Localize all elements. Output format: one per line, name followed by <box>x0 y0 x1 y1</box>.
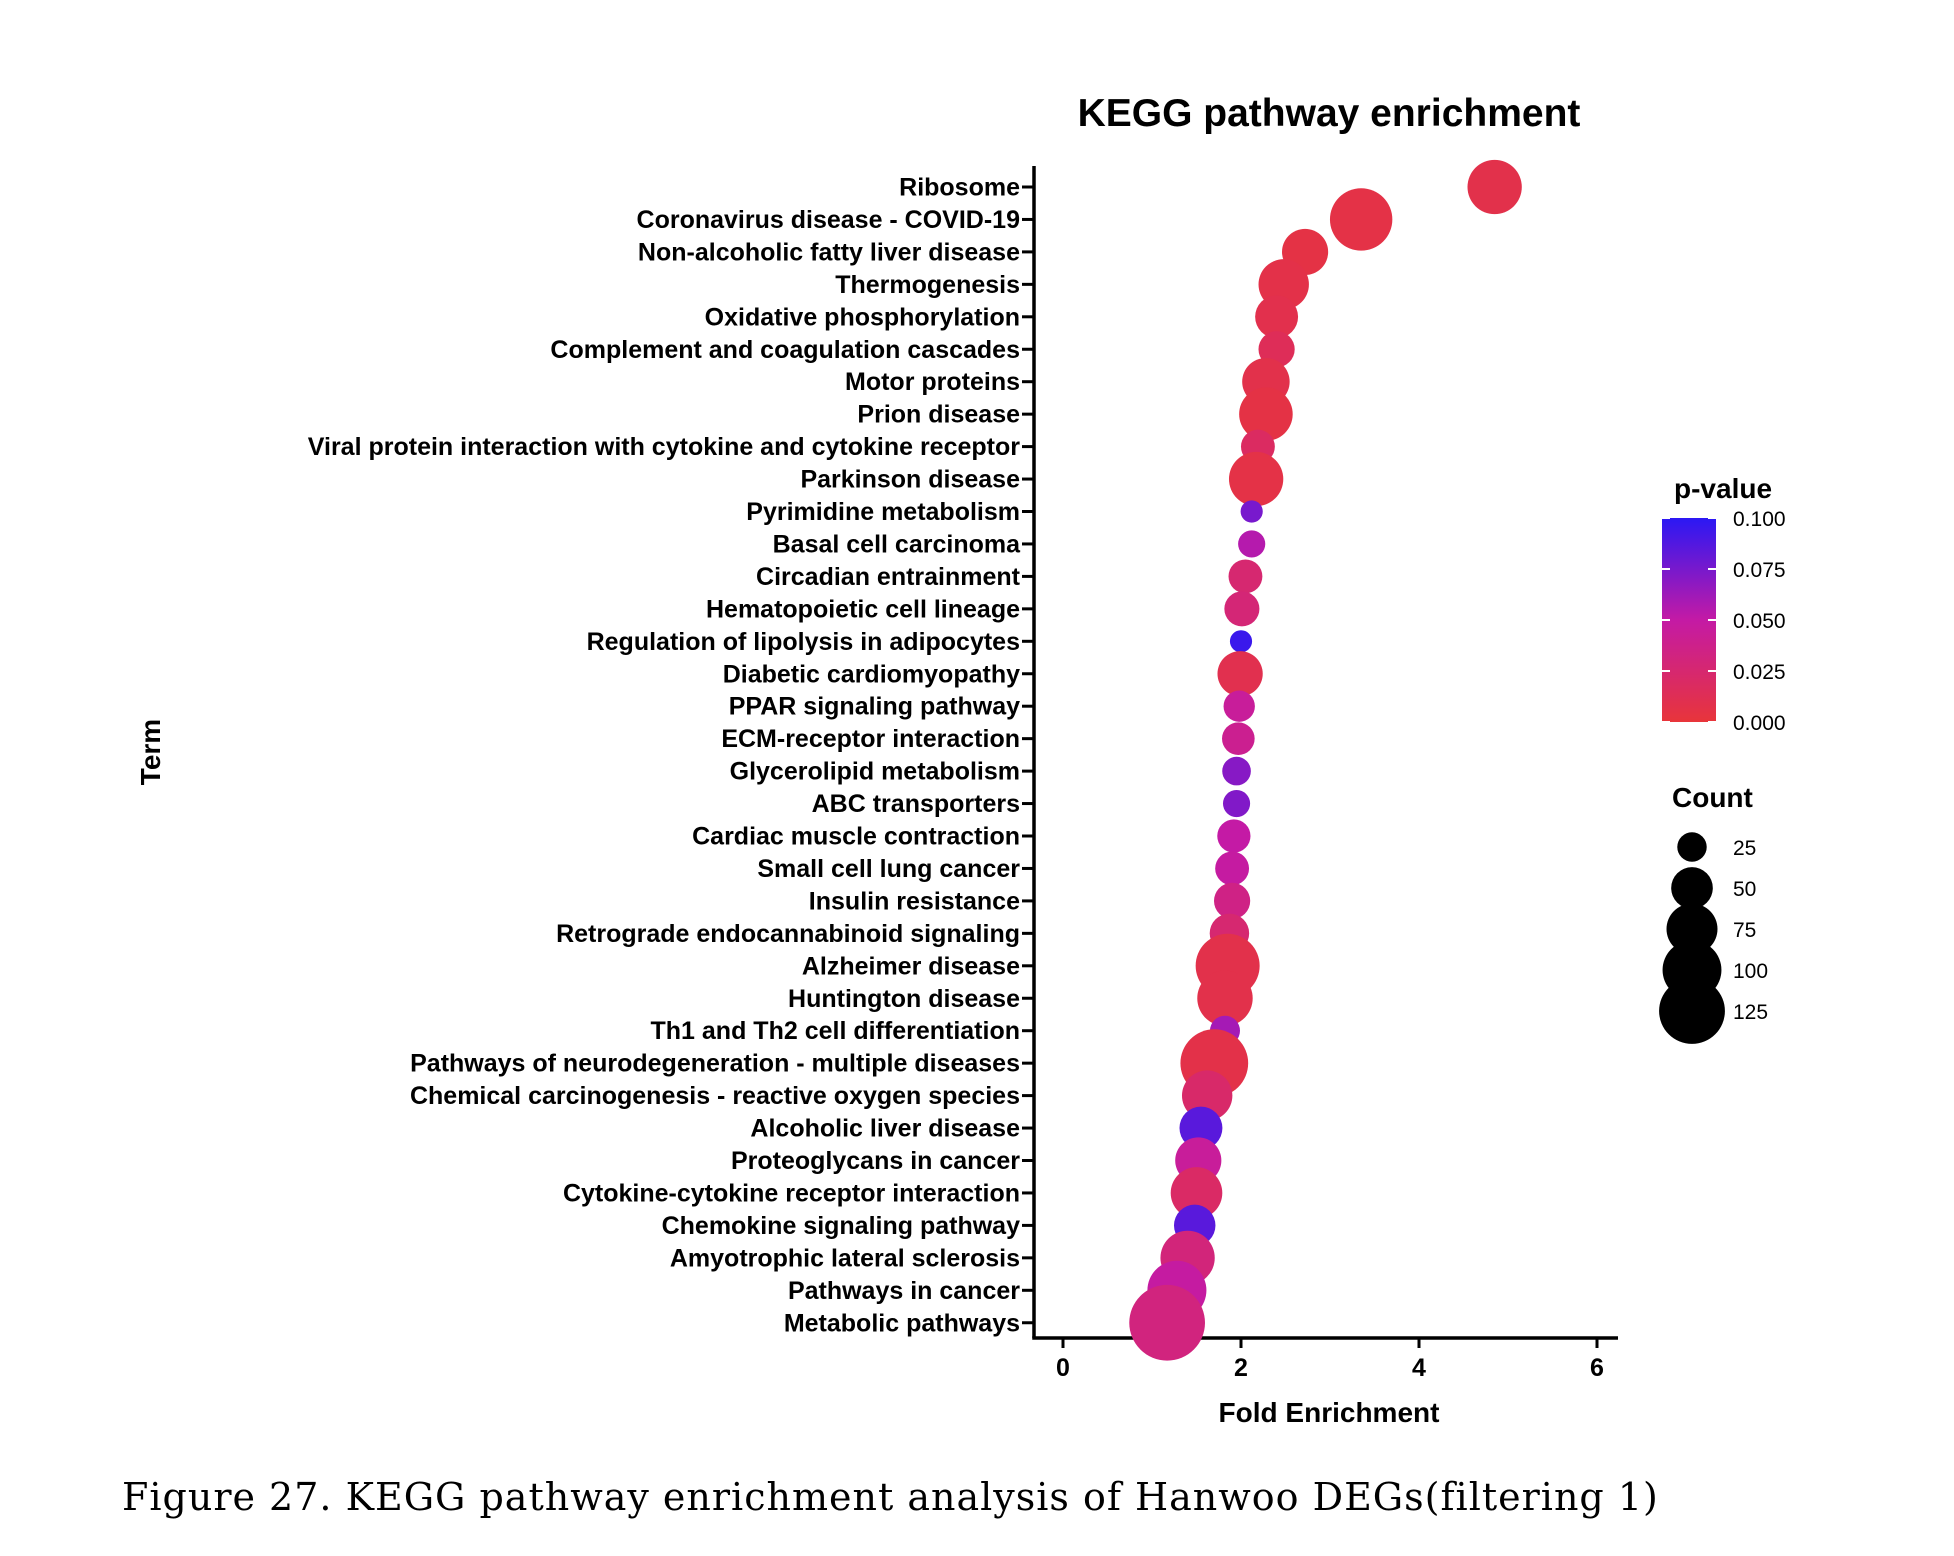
term-label: Oxidative phosphorylation <box>705 303 1020 331</box>
count-legend-dot <box>1666 903 1718 955</box>
term-label: Coronavirus disease - COVID-19 <box>637 206 1020 234</box>
data-point <box>1217 651 1263 697</box>
count-legend-label: 100 <box>1733 960 1768 983</box>
data-point <box>1228 559 1263 594</box>
term-label: Viral protein interaction with cytokine … <box>308 433 1020 461</box>
plot-area: 0 2 4 6 Ribosome Coronavirus disease - COVID-… <box>308 159 1618 1382</box>
count-legend-dot <box>1671 867 1713 909</box>
data-point <box>1239 387 1293 441</box>
y-axis-title: Term <box>135 719 166 785</box>
pvalue-legend-label: 0.100 <box>1733 508 1786 531</box>
count-legend-label: 75 <box>1733 919 1756 942</box>
x-tick-label: 4 <box>1412 1354 1426 1382</box>
term-label: Thermogenesis <box>835 271 1020 299</box>
pvalue-legend-label: 0.000 <box>1733 712 1786 735</box>
term-label: Non-alcoholic fatty liver disease <box>638 238 1020 266</box>
data-point <box>1222 756 1251 786</box>
count-legend-dot <box>1677 832 1707 862</box>
data-point <box>1170 1167 1223 1219</box>
term-label: Chemokine signaling pathway <box>662 1212 1020 1240</box>
data-point <box>1215 851 1250 886</box>
term-label: ECM-receptor interaction <box>721 725 1020 753</box>
figure-caption: Figure 27. KEGG pathway enrichment analy… <box>122 1475 1659 1519</box>
term-label: Basal cell carcinoma <box>773 530 1021 558</box>
data-point <box>1240 500 1263 523</box>
data-point <box>1238 530 1266 558</box>
pvalue-legend-title: p-value <box>1674 473 1772 504</box>
data-point <box>1197 970 1253 1026</box>
term-label: Amyotrophic lateral sclerosis <box>670 1244 1020 1272</box>
term-label: Chemical carcinogenesis - reactive oxyge… <box>410 1082 1020 1110</box>
count-legend-label: 25 <box>1733 837 1756 860</box>
term-label: Alcoholic liver disease <box>750 1115 1020 1143</box>
term-label: Parkinson disease <box>800 466 1020 494</box>
data-point <box>1217 819 1251 853</box>
x-tick-label: 6 <box>1590 1354 1604 1382</box>
term-label: ABC transporters <box>812 790 1020 818</box>
legend: p-value 0.100 0.075 0.050 0.025 0.000 Count 25 5… <box>1659 473 1786 1044</box>
term-label: Pathways in cancer <box>788 1277 1020 1305</box>
data-point <box>1213 882 1251 920</box>
pvalue-legend-label: 0.075 <box>1733 559 1786 582</box>
data-point <box>1222 789 1251 818</box>
term-label: Alzheimer disease <box>802 952 1020 980</box>
term-label: Retrograde endocannabinoid signaling <box>556 920 1020 948</box>
term-label: Glycerolipid metabolism <box>730 758 1020 786</box>
count-legend-dot <box>1659 978 1725 1044</box>
x-tick-label: 2 <box>1234 1354 1248 1382</box>
term-label: Cardiac muscle contraction <box>692 823 1020 851</box>
term-label: Pathways of neurodegeneration - multiple… <box>410 1050 1020 1078</box>
term-label: Small cell lung cancer <box>757 855 1020 883</box>
term-label: Complement and coagulation cascades <box>550 336 1020 364</box>
pvalue-legend-label: 0.050 <box>1733 610 1786 633</box>
term-label: Insulin resistance <box>809 887 1020 915</box>
term-label: Circadian entrainment <box>756 563 1021 591</box>
term-label: Proteoglycans in cancer <box>731 1147 1020 1175</box>
term-label: Hematopoietic cell lineage <box>706 595 1020 623</box>
data-point <box>1129 1284 1205 1361</box>
data-point <box>1224 591 1260 627</box>
term-label: Th1 and Th2 cell differentiation <box>651 1017 1020 1045</box>
data-point <box>1223 690 1255 722</box>
count-legend-label: 50 <box>1733 878 1756 901</box>
data-point <box>1255 295 1299 339</box>
term-label: Prion disease <box>857 401 1020 429</box>
x-axis-title: Fold Enrichment <box>1219 1397 1440 1428</box>
data-point <box>1329 188 1393 251</box>
data-point <box>1229 630 1253 653</box>
data-point <box>1467 159 1522 215</box>
term-label: Metabolic pathways <box>784 1309 1020 1337</box>
term-label: Ribosome <box>899 174 1020 202</box>
term-label: Motor proteins <box>845 368 1020 396</box>
term-label: Pyrimidine metabolism <box>746 498 1020 526</box>
count-legend-title: Count <box>1672 782 1753 813</box>
term-label: Cytokine-cytokine receptor interaction <box>563 1179 1020 1207</box>
data-point <box>1179 1106 1223 1150</box>
term-label: Diabetic cardiomyopathy <box>723 660 1020 688</box>
term-label: Regulation of lipolysis in adipocytes <box>587 628 1020 656</box>
term-label: Huntington disease <box>788 985 1020 1013</box>
data-point <box>1222 722 1255 755</box>
term-label: PPAR signaling pathway <box>729 693 1020 721</box>
chart-title: KEGG pathway enrichment <box>1078 92 1581 135</box>
data-point <box>1228 451 1284 507</box>
pvalue-legend-label: 0.025 <box>1733 661 1786 684</box>
pvalue-colorbar <box>1662 518 1716 722</box>
x-tick-label: 0 <box>1056 1354 1070 1382</box>
count-legend-label: 125 <box>1733 1001 1768 1024</box>
